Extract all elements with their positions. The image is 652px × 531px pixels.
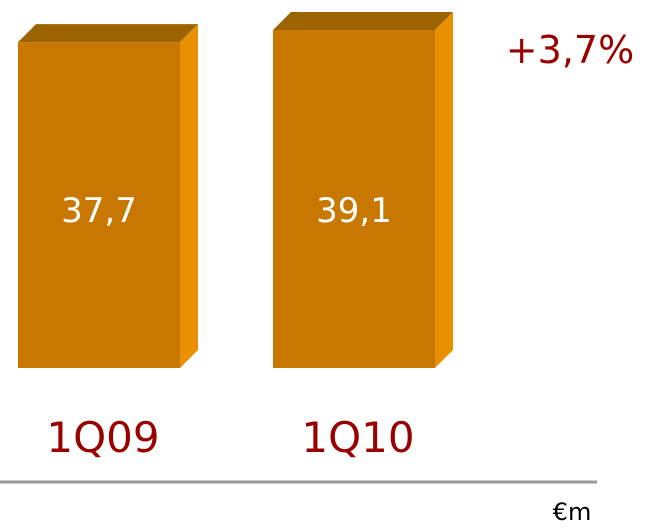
unit-label: €m <box>553 498 592 526</box>
category-label-1q10: 1Q10 <box>301 413 414 462</box>
bar-1q10 <box>273 12 453 368</box>
bars-group <box>18 12 453 369</box>
bar-top-face <box>18 24 198 43</box>
bar-value-label-1q09: 37,7 <box>61 191 137 231</box>
bar-front-face <box>18 42 180 369</box>
bar-side-face <box>180 24 198 369</box>
bar-value-labels: 37,7 39,1 <box>61 191 392 231</box>
percent-change-label: +3,7% <box>506 28 634 72</box>
category-labels: 1Q09 1Q10 <box>46 413 414 462</box>
category-label-1q09: 1Q09 <box>46 413 159 462</box>
bar-top-face <box>273 12 453 30</box>
bar-1q09 <box>18 24 198 369</box>
bar-side-face <box>435 12 453 368</box>
bar-front-face <box>273 30 435 368</box>
bar-value-label-1q10: 39,1 <box>316 191 392 231</box>
